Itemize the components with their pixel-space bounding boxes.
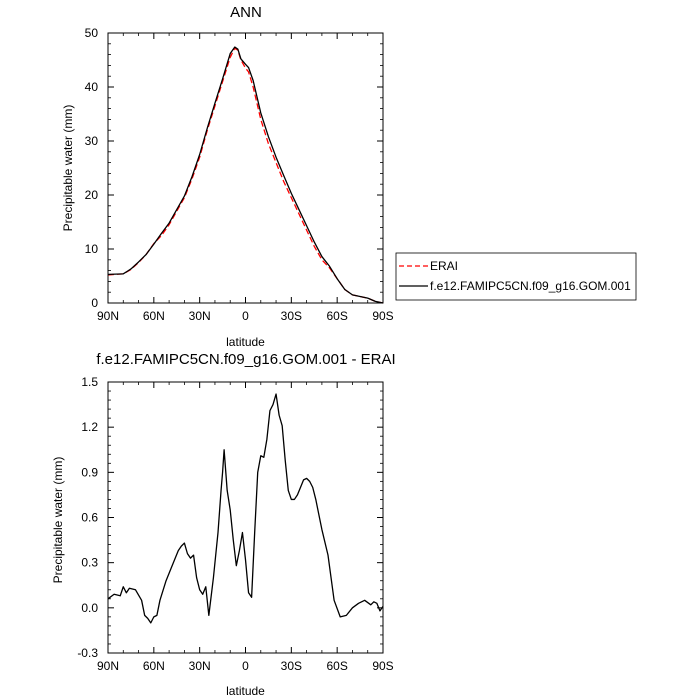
top-chart-x-tick-label: 60S — [326, 309, 347, 323]
top-chart-x-tick-label: 30S — [281, 309, 302, 323]
top-chart-title: ANN — [230, 4, 262, 21]
bottom-chart-frame — [107, 381, 384, 654]
top-chart-ticks: 90N 60N 30N 0 30S 60S 90S 0 10 20 30 40 50 — [85, 26, 394, 323]
bottom-chart-ticks: 90N 60N 30N 0 30S 60S 90S -0.3 0.0 0.3 0.6 0.9 1.2 1.… — [77, 375, 393, 673]
bottom-chart-y-tick-label: -0.3 — [77, 646, 98, 660]
top-chart-series-layer — [107, 46, 384, 304]
bottom-chart-x-tick-label: 30N — [189, 659, 211, 673]
legend: ERAI f.e12.FAMIPC5CN.f09_g16.GOM.001 — [395, 252, 637, 301]
top-chart-y-tick-label: 0 — [91, 296, 98, 310]
bottom-chart-x-tick-label: 60N — [143, 659, 165, 673]
bottom-chart-x-tick-label: 90S — [372, 659, 393, 673]
top-chart-x-tick-label: 0 — [242, 309, 249, 323]
top-chart-frame — [107, 32, 384, 304]
legend-label-model: f.e12.FAMIPC5CN.f09_g16.GOM.001 — [430, 279, 631, 293]
top-chart-x-tick-label: 90N — [97, 309, 119, 323]
top-chart-y-tick-label: 50 — [85, 26, 99, 40]
bottom-chart-y-tick-label: 0.0 — [81, 601, 98, 615]
bottom-chart-x-tick-label: 0 — [242, 659, 249, 673]
top-chart-series-line-1 — [107, 46, 384, 304]
bottom-chart-y-tick-label: 1.5 — [81, 375, 98, 389]
bottom-chart-y-tick-label: 0.3 — [81, 556, 98, 570]
top-chart-y-axis-label: Precipitable water (mm) — [61, 105, 75, 232]
legend-label-erai: ERAI — [430, 259, 458, 273]
top-chart-y-tick-label: 10 — [85, 242, 99, 256]
top-chart-series-line-0 — [107, 47, 384, 304]
bottom-chart-y-axis-label: Precipitable water (mm) — [51, 457, 65, 584]
top-chart-x-tick-label: 90S — [372, 309, 393, 323]
bottom-chart-title: f.e12.FAMIPC5CN.f09_g16.GOM.001 - ERAI — [96, 351, 395, 368]
bottom-chart-y-tick-label: 0.6 — [81, 511, 98, 525]
top-chart-y-tick-label: 30 — [85, 134, 99, 148]
bottom-chart-x-tick-label: 30S — [281, 659, 302, 673]
bottom-chart-y-tick-label: 1.2 — [81, 420, 98, 434]
bottom-chart-panel: f.e12.FAMIPC5CN.f09_g16.GOM.001 - ERAI 9… — [51, 351, 396, 698]
bottom-chart-x-tick-label: 60S — [326, 659, 347, 673]
top-chart-y-tick-label: 40 — [85, 80, 99, 94]
top-chart-x-tick-label: 60N — [143, 309, 165, 323]
legend-box — [395, 252, 637, 301]
bottom-chart-y-tick-label: 0.9 — [81, 465, 98, 479]
top-chart-panel: ANN 90N 60N 30N 0 30S 60S 90S 0 10 20 30 40 50 latit… — [61, 4, 394, 349]
bottom-chart-series-line-0 — [107, 393, 384, 624]
bottom-chart-x-tick-label: 90N — [97, 659, 119, 673]
top-chart-x-axis-label: latitude — [226, 335, 265, 349]
bottom-chart-x-axis-label: latitude — [226, 684, 265, 698]
top-chart-y-tick-label: 20 — [85, 188, 99, 202]
top-chart-x-tick-label: 30N — [189, 309, 211, 323]
bottom-chart-series-layer — [107, 393, 384, 624]
